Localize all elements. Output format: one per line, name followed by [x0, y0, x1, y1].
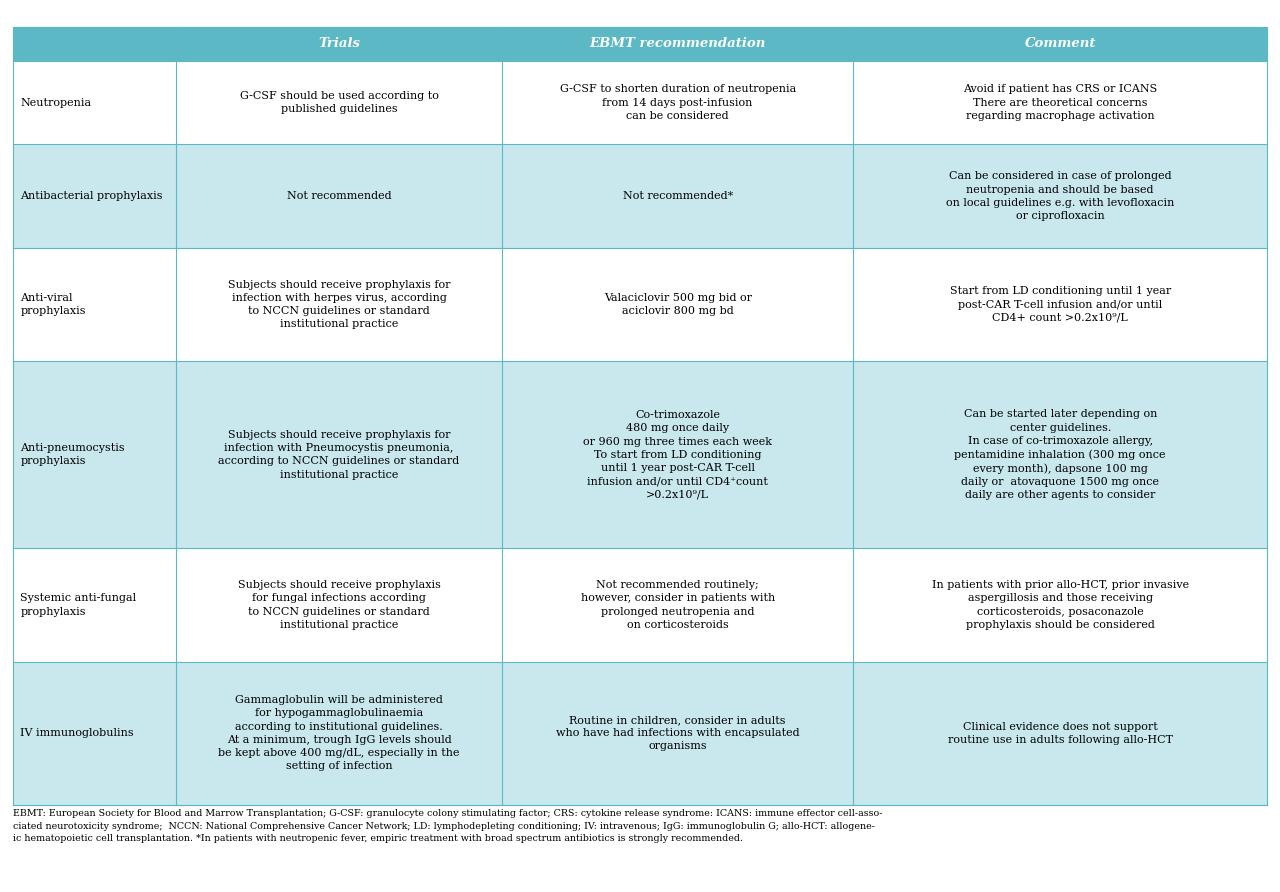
FancyBboxPatch shape [175, 61, 502, 145]
Text: Co-trimoxazole
480 mg once daily
or 960 mg three times each week
To start from L: Co-trimoxazole 480 mg once daily or 960 … [584, 410, 772, 500]
Text: Can be started later depending on
center guidelines.
In case of co-trimoxazole a: Can be started later depending on center… [955, 409, 1166, 500]
Text: Valaciclovir 500 mg bid or
aciclovir 800 mg bd: Valaciclovir 500 mg bid or aciclovir 800… [604, 293, 751, 316]
FancyBboxPatch shape [13, 248, 175, 361]
FancyBboxPatch shape [502, 662, 854, 805]
Text: Trials: Trials [317, 37, 360, 50]
FancyBboxPatch shape [502, 549, 854, 662]
FancyBboxPatch shape [502, 361, 854, 549]
Text: G-CSF should be used according to
published guidelines: G-CSF should be used according to publis… [239, 91, 438, 114]
Text: Comment: Comment [1024, 37, 1096, 50]
Text: Can be considered in case of prolonged
neutropenia and should be based
on local : Can be considered in case of prolonged n… [946, 171, 1175, 221]
FancyBboxPatch shape [854, 27, 1267, 61]
Text: Subjects should receive prophylaxis
for fungal infections according
to NCCN guid: Subjects should receive prophylaxis for … [238, 581, 440, 630]
FancyBboxPatch shape [854, 662, 1267, 805]
FancyBboxPatch shape [502, 27, 854, 61]
Text: Anti-pneumocystis
prophylaxis: Anti-pneumocystis prophylaxis [20, 443, 125, 467]
Text: Not recommended: Not recommended [287, 191, 392, 201]
FancyBboxPatch shape [854, 248, 1267, 361]
Text: G-CSF to shorten duration of neutropenia
from 14 days post-infusion
can be consi: G-CSF to shorten duration of neutropenia… [559, 85, 796, 120]
FancyBboxPatch shape [175, 549, 502, 662]
FancyBboxPatch shape [13, 549, 175, 662]
Text: Subjects should receive prophylaxis for
infection with Pneumocystis pneumonia,
a: Subjects should receive prophylaxis for … [219, 430, 460, 480]
Text: Not recommended routinely;
however, consider in patients with
prolonged neutrope: Not recommended routinely; however, cons… [581, 581, 774, 630]
Text: Antibacterial prophylaxis: Antibacterial prophylaxis [20, 191, 163, 201]
Text: Not recommended*: Not recommended* [622, 191, 732, 201]
FancyBboxPatch shape [13, 361, 175, 549]
FancyBboxPatch shape [854, 549, 1267, 662]
Text: Neutropenia: Neutropenia [20, 97, 92, 108]
Text: Start from LD conditioning until 1 year
post-CAR T-cell infusion and/or until
CD: Start from LD conditioning until 1 year … [950, 286, 1171, 323]
FancyBboxPatch shape [13, 61, 175, 145]
Text: EBMT: European Society for Blood and Marrow Transplantation; G-CSF: granulocyte : EBMT: European Society for Blood and Mar… [13, 809, 882, 843]
Text: Systemic anti-fungal
prophylaxis: Systemic anti-fungal prophylaxis [20, 593, 137, 616]
Text: EBMT recommendation: EBMT recommendation [590, 37, 765, 50]
Text: Subjects should receive prophylaxis for
infection with herpes virus, according
t: Subjects should receive prophylaxis for … [228, 280, 451, 329]
FancyBboxPatch shape [175, 27, 502, 61]
FancyBboxPatch shape [175, 248, 502, 361]
FancyBboxPatch shape [502, 145, 854, 248]
Text: Avoid if patient has CRS or ICANS
There are theoretical concerns
regarding macro: Avoid if patient has CRS or ICANS There … [963, 85, 1157, 120]
FancyBboxPatch shape [175, 145, 502, 248]
FancyBboxPatch shape [175, 361, 502, 549]
FancyBboxPatch shape [13, 662, 175, 805]
FancyBboxPatch shape [13, 27, 175, 61]
FancyBboxPatch shape [854, 361, 1267, 549]
FancyBboxPatch shape [854, 145, 1267, 248]
Text: In patients with prior allo-HCT, prior invasive
aspergillosis and those receivin: In patients with prior allo-HCT, prior i… [932, 581, 1189, 630]
FancyBboxPatch shape [502, 61, 854, 145]
Text: Routine in children, consider in adults
who have had infections with encapsulate: Routine in children, consider in adults … [556, 715, 800, 751]
FancyBboxPatch shape [854, 61, 1267, 145]
Text: Anti-viral
prophylaxis: Anti-viral prophylaxis [20, 293, 86, 316]
FancyBboxPatch shape [13, 145, 175, 248]
Text: IV immunoglobulins: IV immunoglobulins [20, 728, 134, 739]
FancyBboxPatch shape [502, 248, 854, 361]
FancyBboxPatch shape [175, 662, 502, 805]
Text: Gammaglobulin will be administered
for hypogammaglobulinaemia
according to insti: Gammaglobulin will be administered for h… [218, 695, 460, 772]
Text: Clinical evidence does not support
routine use in adults following allo-HCT: Clinical evidence does not support routi… [947, 722, 1172, 745]
